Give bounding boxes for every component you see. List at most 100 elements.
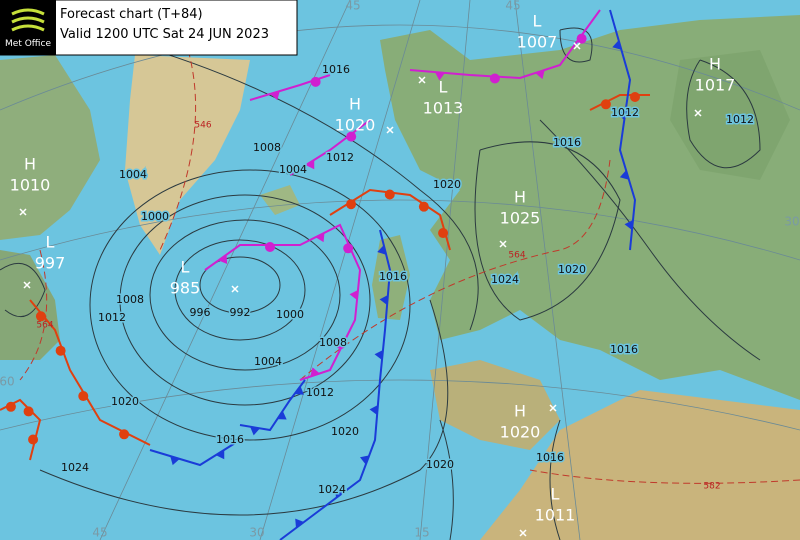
thickness-lines — [19, 39, 800, 484]
isobar-label: 1012 — [326, 151, 354, 164]
front-symbol — [78, 391, 89, 402]
grid-label: 45 — [345, 0, 360, 13]
center-cross — [694, 109, 702, 117]
fronts — [0, 9, 650, 540]
front-symbol — [379, 295, 388, 305]
front-symbol — [310, 367, 320, 377]
center-pressure: 1011 — [535, 506, 576, 525]
front-symbol — [489, 73, 500, 84]
grid-label: 60 — [0, 375, 15, 389]
thickness-line — [19, 249, 48, 381]
isobar — [0, 262, 46, 318]
front-symbol — [215, 449, 225, 460]
front-symbol — [335, 488, 344, 498]
front-line — [29, 299, 151, 446]
front-symbol — [600, 99, 611, 110]
center-pressure: 1017 — [695, 76, 736, 95]
front-symbol — [624, 220, 633, 230]
center-pressure: 1013 — [423, 99, 464, 118]
front-symbol — [349, 290, 358, 300]
isobar-label: 1012 — [306, 386, 334, 399]
isobar-label: 1016 — [536, 451, 564, 464]
isobar-label: 1016 — [553, 136, 581, 149]
isobar-label: 1020 — [331, 425, 359, 438]
front-symbol — [377, 245, 387, 255]
isobar-label: 1016 — [379, 270, 407, 283]
canada — [0, 55, 100, 240]
grid-label: 30 — [784, 215, 799, 229]
isobar-label: 1008 — [253, 141, 281, 154]
isobar-label: 1004 — [254, 355, 282, 368]
center-pressure: 1020 — [500, 423, 541, 442]
center-cross — [23, 281, 31, 289]
center-cross — [231, 285, 239, 293]
isobar — [149, 219, 341, 371]
logo-waves — [11, 8, 45, 32]
front-line — [589, 94, 650, 111]
center-type: L — [181, 258, 190, 277]
front-line — [409, 9, 601, 80]
front-symbol — [346, 131, 357, 142]
front-symbol — [619, 170, 629, 180]
front-symbol — [576, 33, 587, 44]
front-symbol — [374, 350, 383, 360]
header-valid: Valid 1200 UTC Sat 24 JUN 2023 — [60, 27, 269, 42]
front-symbol — [535, 69, 545, 80]
center-type: L — [533, 12, 542, 31]
center-cross — [499, 240, 507, 248]
isobar-label: 1016 — [216, 433, 244, 446]
center-pressure: 997 — [35, 254, 66, 273]
isobar-label: 1024 — [318, 483, 346, 496]
center-type: H — [514, 402, 526, 421]
thickness-label: 564 — [36, 321, 53, 331]
front-symbol — [435, 72, 445, 81]
longitude-line — [419, 0, 471, 540]
center-type: H — [24, 155, 36, 174]
longitude-line — [99, 0, 351, 540]
latitude-line — [0, 379, 800, 431]
front-symbol — [270, 91, 280, 101]
iberia — [430, 360, 560, 450]
latitude-line — [0, 24, 800, 111]
isobar-label: 992 — [230, 306, 251, 319]
front-line — [329, 188, 451, 251]
logo-text: Met Office — [5, 39, 51, 49]
center-cross — [549, 404, 557, 412]
grid-label: 45 — [92, 526, 107, 540]
center-pressure: 1007 — [517, 33, 558, 52]
front-symbol — [277, 410, 287, 420]
thickness-label: 546 — [194, 121, 211, 131]
isobars — [0, 27, 761, 540]
thickness-line — [159, 39, 197, 251]
isobar-label: 1020 — [426, 458, 454, 471]
front-symbol — [418, 201, 429, 212]
iceland — [260, 185, 300, 215]
longitude-line — [514, 0, 581, 540]
isobar-label: 1004 — [119, 168, 147, 181]
isobar-label: 1016 — [610, 343, 638, 356]
isobar-label: 1016 — [322, 63, 350, 76]
thickness-line — [299, 159, 611, 381]
center-type: L — [439, 78, 448, 97]
front-symbol — [630, 92, 640, 102]
latitude-line — [0, 199, 800, 261]
center-cross — [19, 208, 27, 216]
labrador — [0, 250, 60, 360]
isobar-label: 1000 — [276, 308, 304, 321]
front-line — [249, 74, 331, 101]
isobar — [119, 39, 479, 331]
isobar — [559, 27, 593, 63]
isobar — [199, 256, 281, 314]
front-symbol — [384, 189, 395, 200]
front-line — [289, 119, 371, 176]
front-symbol — [310, 76, 321, 87]
center-pressure: 1025 — [500, 209, 541, 228]
front-symbol — [5, 401, 16, 412]
africa — [480, 390, 800, 540]
front-symbol — [294, 386, 304, 395]
isobar-label: 1024 — [61, 461, 89, 474]
isobar-label: 1008 — [319, 336, 347, 349]
front-symbol — [28, 434, 39, 445]
